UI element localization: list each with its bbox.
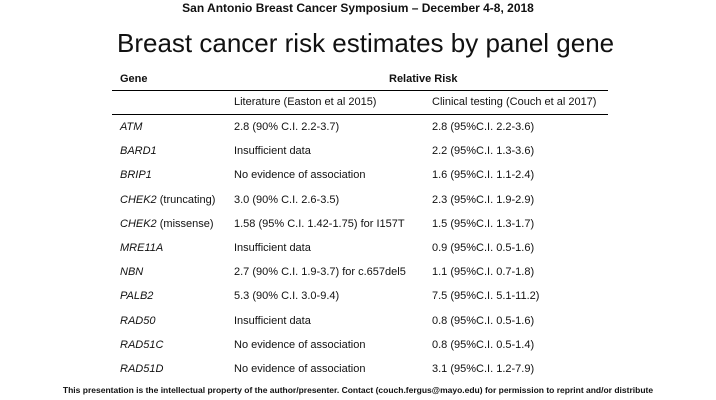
- gene-name: MRE11A: [120, 242, 164, 254]
- table-row: ATM 2.8 (90% C.I. 2.2-3.7) 2.8 (95%C.I. 2.…: [112, 121, 608, 144]
- clinical-estimate: 0.8 (95%C.I. 0.5-1.6): [432, 314, 535, 327]
- table-row: CHEK2 (truncating) 3.0 (90% C.I. 2.6-3.5)…: [112, 194, 608, 217]
- literature-estimate: Insufficient data: [234, 314, 311, 327]
- table-row: PALB2 5.3 (90% C.I. 3.0-9.4) 7.5 (95%C.I. …: [112, 290, 608, 313]
- gene-name: RAD50: [120, 314, 156, 327]
- literature-estimate: 1.58 (95% C.I. 1.42-1.75) for I157T: [234, 217, 405, 230]
- table-row: BARD1 Insufficient data 2.2 (95%C.I. 1.3-3…: [112, 145, 608, 168]
- gene-cell: ATM: [120, 121, 142, 133]
- gene-cell: CHEK2 (missense): [120, 218, 214, 230]
- subheader-divider: [112, 114, 608, 115]
- table-row: MRE11A Insufficient data 0.9 (95%C.I. 0.5-…: [112, 242, 608, 265]
- gene-variant-note: (truncating): [156, 193, 216, 206]
- gene-name: CHEK2: [120, 217, 157, 230]
- gene-column-header: Gene: [120, 73, 148, 85]
- gene-name: RAD51C: [120, 338, 164, 351]
- gene-name: ATM: [120, 121, 143, 133]
- table-row: CHEK2 (missense) 1.58 (95% C.I. 1.42-1.75…: [112, 218, 608, 241]
- gene-cell: BRIP1: [120, 169, 152, 181]
- gene-cell: CHEK2 (truncating): [120, 194, 215, 206]
- clinical-estimate: 0.8 (95%C.I. 0.5-1.4): [432, 338, 535, 351]
- table-row: NBN 2.7 (90% C.I. 1.9-3.7) for c.657del5 1…: [112, 266, 608, 289]
- clinical-estimate: 1.6 (95%C.I. 1.1-2.4): [432, 169, 535, 182]
- literature-estimate: 2.7 (90% C.I. 1.9-3.7) for c.657del5: [234, 266, 406, 279]
- literature-estimate: No evidence of association: [234, 363, 366, 375]
- relative-risk-column-header: Relative Risk: [389, 73, 458, 85]
- literature-estimate: 3.0 (90% C.I. 2.6-3.5): [234, 193, 340, 206]
- table-row: RAD51D No evidence of association 3.1 (95%…: [112, 363, 608, 386]
- clinical-estimate: 1.5 (95%C.I. 1.3-1.7): [432, 217, 535, 230]
- gene-cell: MRE11A: [120, 242, 163, 254]
- clinical-estimate: 2.3 (95%C.I. 1.9-2.9): [432, 193, 535, 206]
- clinical-estimate: 0.9 (95%C.I. 0.5-1.6): [432, 242, 535, 254]
- table-row: BRIP1 No evidence of association 1.6 (95%C…: [112, 169, 608, 192]
- clinical-estimate: 2.8 (95%C.I. 2.2-3.6): [432, 121, 535, 133]
- gene-name: BRIP1: [120, 169, 152, 182]
- gene-name: BARD1: [120, 145, 157, 158]
- literature-estimate: Insufficient data: [234, 242, 311, 254]
- clinical-estimate: 1.1 (95%C.I. 0.7-1.8): [432, 266, 535, 279]
- gene-cell: NBN: [120, 266, 143, 278]
- literature-subheader: Literature (Easton et al 2015): [234, 96, 377, 108]
- gene-cell: RAD51D: [120, 363, 163, 375]
- gene-cell: RAD51C: [120, 339, 163, 351]
- table-row: RAD51C No evidence of association 0.8 (95%…: [112, 339, 608, 362]
- clinical-estimate: 7.5 (95%C.I. 5.1-11.2): [432, 290, 540, 303]
- gene-cell: BARD1: [120, 145, 157, 157]
- literature-estimate: 5.3 (90% C.I. 3.0-9.4): [234, 290, 340, 303]
- clinical-testing-subheader: Clinical testing (Couch et al 2017): [432, 96, 597, 108]
- gene-cell: PALB2: [120, 290, 153, 302]
- symposium-header: San Antonio Breast Cancer Symposium – De…: [182, 1, 534, 15]
- gene-name: NBN: [120, 266, 144, 279]
- literature-estimate: No evidence of association: [234, 169, 366, 182]
- header-divider: [112, 90, 608, 91]
- gene-name: PALB2: [120, 290, 154, 303]
- literature-estimate: No evidence of association: [234, 338, 366, 351]
- slide-title: Breast cancer risk estimates by panel ge…: [117, 28, 615, 58]
- table-row: RAD50 Insufficient data 0.8 (95%C.I. 0.5-1…: [112, 315, 608, 338]
- gene-variant-note: (missense): [156, 217, 214, 230]
- gene-name: RAD51D: [120, 363, 164, 375]
- gene-name: CHEK2: [120, 193, 157, 206]
- copyright-footer: This presentation is the intellectual pr…: [62, 385, 654, 395]
- literature-estimate: 2.8 (90% C.I. 2.2-3.7): [234, 121, 340, 133]
- literature-estimate: Insufficient data: [234, 145, 311, 158]
- clinical-estimate: 3.1 (95%C.I. 1.2-7.9): [432, 363, 535, 375]
- clinical-estimate: 2.2 (95%C.I. 1.3-3.6): [432, 145, 535, 158]
- gene-cell: RAD50: [120, 315, 155, 327]
